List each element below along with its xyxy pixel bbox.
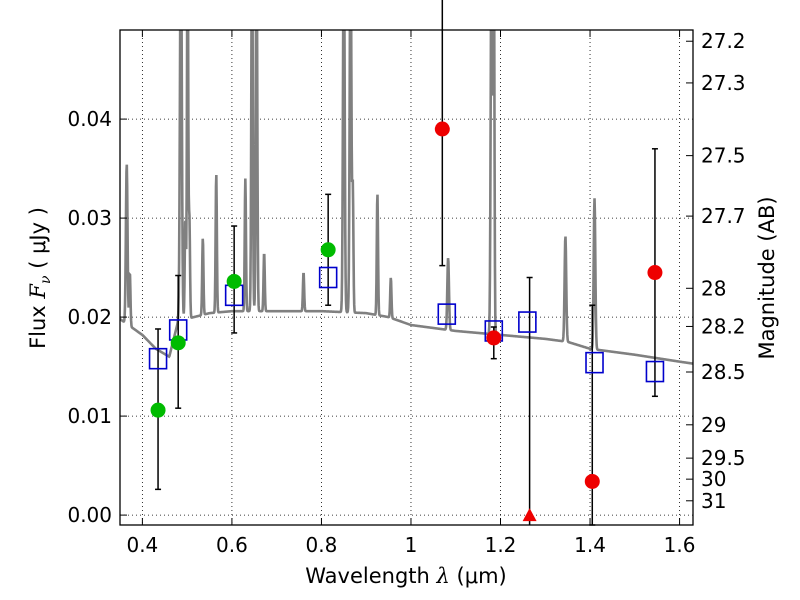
x-axis-label: Wavelength λ (μm) (305, 564, 506, 588)
model-point-3 (318, 266, 338, 289)
nir-point-3 (647, 265, 663, 281)
upper-limit-marker (522, 508, 537, 522)
x-tick-label-1: 0.6 (216, 533, 248, 557)
y-tick-label-2: 0.02 (67, 305, 112, 329)
y2-axis-label: Magnitude (AB) (755, 196, 779, 359)
y2-tick-label-9: 30 (701, 467, 726, 491)
y-tick-label-3: 0.03 (67, 206, 112, 230)
nir-point-0 (434, 121, 450, 137)
model-point-8 (645, 360, 665, 383)
y2-tick-label-10: 31 (701, 489, 726, 513)
y2-tick-label-8: 29.5 (701, 446, 746, 470)
plot-frame (119, 29, 694, 526)
optical-point-3 (320, 242, 336, 258)
spectrum-line (120, 30, 693, 365)
y-tick-label-1: 0.01 (67, 404, 112, 428)
optical-point-0 (150, 402, 166, 418)
ticks: 0.4 0.6 0.8 1 1.2 1.4 1.6 0.00 0.01 0.02 0.03 0.04 2… (67, 29, 745, 557)
optical-point-2 (226, 273, 242, 289)
y2-tick-label-5: 28.2 (701, 314, 746, 338)
y-tick-label-4: 0.04 (67, 107, 112, 131)
y2-tick-label-7: 29 (701, 413, 726, 437)
nir-point-1 (486, 330, 502, 346)
plot-data (120, 30, 693, 365)
y-tick-label-0: 0.00 (67, 503, 112, 527)
y2-tick-label-4: 28 (701, 276, 726, 300)
x-tick-label-5: 1.4 (574, 533, 606, 557)
model-point-4 (437, 303, 457, 325)
grid (120, 30, 693, 525)
y2-tick-label-1: 27.3 (701, 71, 746, 95)
y-axis-label: Flux Fν ( μJy ) (26, 207, 54, 349)
y2-tick-label-0: 27.2 (701, 29, 746, 53)
x-tick-label-4: 1.2 (485, 533, 517, 557)
nir-point-2 (584, 473, 600, 489)
y2-tick-label-3: 27.7 (701, 204, 746, 228)
y2-tick-label-2: 27.5 (701, 144, 746, 168)
x-tick-label-6: 1.6 (664, 533, 696, 557)
model-point-0 (148, 347, 168, 370)
x-tick-label-3: 1 (405, 533, 418, 557)
x-tick-label-0: 0.4 (126, 533, 158, 557)
model-point-6 (518, 311, 537, 333)
optical-point-1 (170, 335, 186, 351)
y2-tick-label-6: 28.5 (701, 360, 746, 384)
markers (148, 121, 665, 522)
x-tick-label-2: 0.8 (306, 533, 338, 557)
model-point-7 (585, 351, 604, 374)
